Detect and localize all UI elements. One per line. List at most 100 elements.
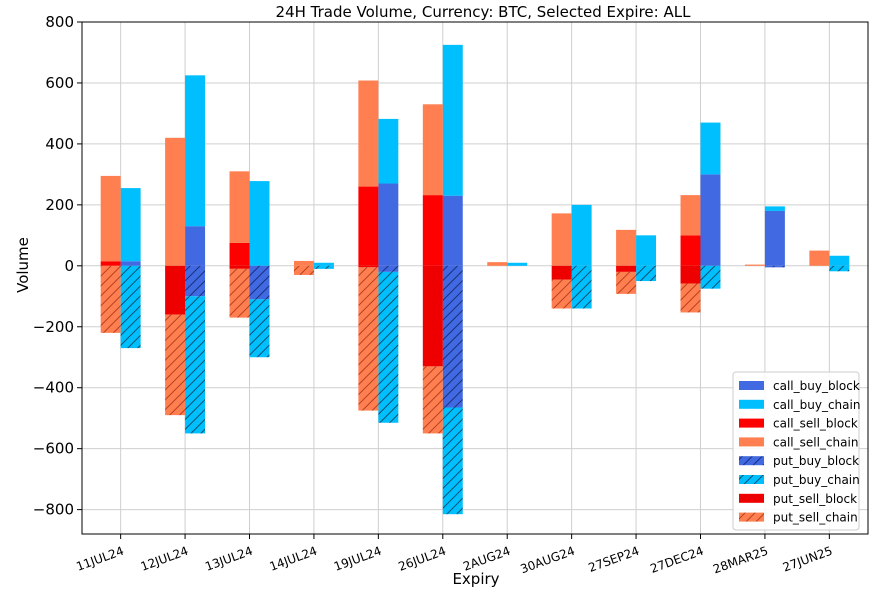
bar-put_sell_block xyxy=(165,265,186,315)
legend-label-put_buy_block: put_buy_block xyxy=(773,454,859,468)
bar-call_sell_chain xyxy=(616,229,637,266)
x-tick-label: 14JUL24 xyxy=(268,544,319,574)
y-tick-label: 400 xyxy=(45,135,74,153)
bar-put_buy_chain xyxy=(571,265,592,309)
bar-call_sell_chain xyxy=(744,264,765,266)
bar-call_sell_chain xyxy=(487,262,508,266)
legend-swatch-put_sell_block xyxy=(739,493,764,503)
bar-call_sell_chain xyxy=(293,260,314,266)
bar-put_sell_chain xyxy=(100,265,121,333)
bar-call_sell_chain xyxy=(809,250,830,266)
bar-call_sell_chain xyxy=(358,80,379,187)
bar-put_buy_block xyxy=(249,265,270,300)
bar-put_sell_chain xyxy=(551,279,572,309)
bar-put_sell_chain xyxy=(422,366,443,434)
x-tick-label: 28MAR25 xyxy=(711,544,770,577)
plot-frame xyxy=(81,21,869,535)
bars xyxy=(100,44,850,515)
bar-call_buy_chain xyxy=(829,255,850,266)
bar-put_buy_chain xyxy=(829,265,850,272)
y-tick-label: −400 xyxy=(33,379,74,397)
legend-swatch-call_buy_block xyxy=(739,381,764,390)
bar-call_buy_chain xyxy=(636,235,657,266)
bar-put_buy_chain xyxy=(185,296,206,434)
bar-put_sell_block xyxy=(680,265,701,284)
bar-call_buy_chain xyxy=(249,181,270,266)
legend: call_buy_block call_buy_chain call_sell_bl… xyxy=(732,371,860,531)
bar-call_sell_chain xyxy=(680,195,701,236)
legend-box xyxy=(732,371,860,531)
bar-put_sell_block xyxy=(422,265,443,367)
legend-swatch-put_sell_chain xyxy=(739,512,764,522)
legend-swatch-call_sell_chain xyxy=(739,437,764,447)
x-tick-label: 12JUL24 xyxy=(139,544,190,574)
legend-swatch-put_buy_chain xyxy=(739,475,764,484)
bar-call_sell_chain xyxy=(422,104,443,196)
bar-call_sell_block xyxy=(100,261,121,266)
legend-label-call_buy_chain: call_buy_chain xyxy=(773,398,860,412)
legend-label-call_buy_block: call_buy_block xyxy=(773,379,860,393)
bar-call_buy_block xyxy=(764,210,785,266)
bar-call_buy_chain xyxy=(378,118,399,184)
bar-put_sell_chain xyxy=(680,283,701,313)
bar-call_sell_block xyxy=(680,235,701,266)
bar-put_buy_block xyxy=(442,265,463,408)
bar-put_buy_chain xyxy=(700,265,721,289)
chart-title: 24H Trade Volume, Currency: BTC, Selecte… xyxy=(276,3,692,21)
bar-put_sell_chain xyxy=(229,268,250,318)
x-tick-label: 27JUN25 xyxy=(781,544,835,575)
bar-call_sell_block xyxy=(422,195,443,266)
legend-label-put_sell_block: put_sell_block xyxy=(773,492,857,506)
legend-label-put_sell_chain: put_sell_chain xyxy=(773,511,858,525)
bar-put_sell_chain xyxy=(293,265,314,275)
bar-put_buy_block xyxy=(764,265,785,268)
bar-put_buy_chain xyxy=(442,407,463,515)
legend-label-call_sell_block: call_sell_block xyxy=(773,417,858,431)
x-tick-label: 13JUL24 xyxy=(203,544,254,574)
bar-call_sell_block xyxy=(358,186,379,266)
bar-call_buy_block xyxy=(185,226,206,266)
bar-put_buy_chain xyxy=(120,265,141,349)
x-tick-label: 27SEP24 xyxy=(587,544,642,575)
bar-call_buy_chain xyxy=(507,262,528,266)
x-tick-label: 11JUL24 xyxy=(74,544,125,574)
y-tick-label: −200 xyxy=(33,318,74,336)
bar-put_sell_chain xyxy=(616,271,637,294)
bar-call_buy_chain xyxy=(120,188,141,262)
x-tick-label: 30AUG24 xyxy=(518,544,576,577)
bar-call_sell_chain xyxy=(100,175,121,262)
x-axis-label: Expiry xyxy=(452,570,499,588)
x-tick-label: 27DEC24 xyxy=(648,544,705,576)
bar-call_buy_block xyxy=(378,183,399,266)
y-tick-label: 0 xyxy=(64,257,74,275)
bar-call_buy_chain xyxy=(185,75,206,227)
x-tick-label: 19JUL24 xyxy=(332,544,383,574)
bar-call_buy_block xyxy=(120,261,141,266)
bar-call_buy_chain xyxy=(700,122,721,175)
bar-put_sell_chain xyxy=(165,314,186,416)
bar-put_buy_block xyxy=(185,265,206,297)
bar-put_sell_chain xyxy=(358,267,379,411)
bar-call_buy_chain xyxy=(571,204,592,266)
y-tick-label: 200 xyxy=(45,196,74,214)
bar-put_buy_chain xyxy=(636,265,657,282)
y-axis-label: Volume xyxy=(14,237,32,293)
bar-call_buy_block xyxy=(700,174,721,266)
bar-put_buy_chain xyxy=(249,299,270,358)
y-tick-label: −800 xyxy=(33,501,74,519)
bar-call_sell_chain xyxy=(551,213,572,266)
bar-call_buy_chain xyxy=(764,206,785,211)
y-axis-ticks: −800 −600 −400 −200 0 200 400 600 800 xyxy=(33,13,82,519)
y-tick-label: −600 xyxy=(33,440,74,458)
bar-put_sell_block xyxy=(229,265,250,269)
y-tick-label: 600 xyxy=(45,74,74,92)
bar-put_buy_block xyxy=(378,265,399,272)
legend-label-put_buy_chain: put_buy_chain xyxy=(773,473,860,487)
bar-call_buy_block xyxy=(442,195,463,266)
y-tick-label: 800 xyxy=(45,13,74,31)
bar-put_buy_chain xyxy=(378,271,399,423)
bar-call_sell_chain xyxy=(229,171,250,243)
x-tick-label: 26JUL24 xyxy=(396,544,447,574)
bar-call_sell_chain xyxy=(165,137,186,266)
